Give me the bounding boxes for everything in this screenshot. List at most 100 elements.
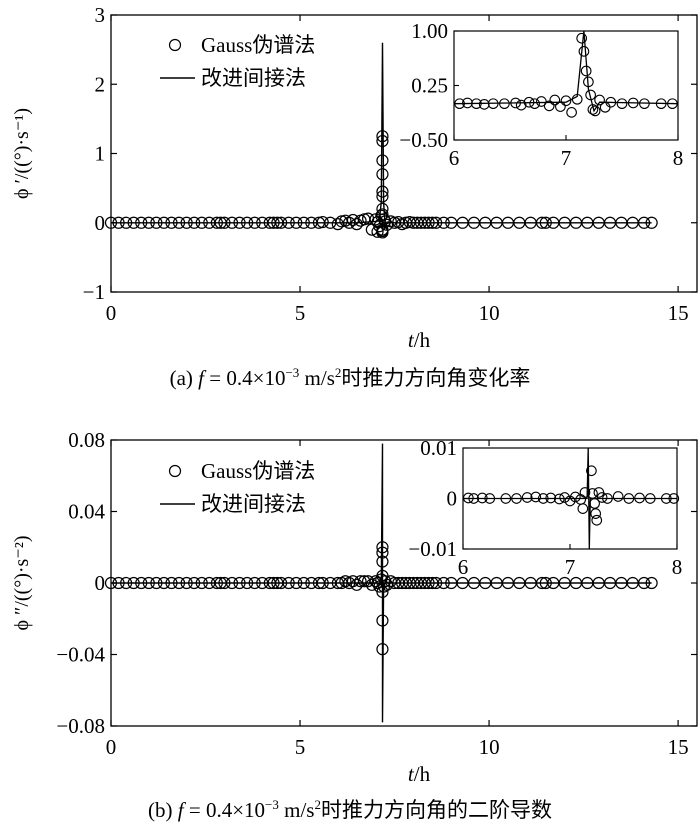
- inset-data-point: [555, 101, 566, 112]
- inset-data-point: [577, 503, 589, 514]
- inset-chart: 6 7 8 −0.50 0.25 1.00: [399, 19, 683, 170]
- data-point-gauss: [376, 569, 389, 582]
- inset-data-point: [616, 98, 628, 110]
- y-tick-label: 2: [95, 72, 106, 96]
- inset-data-point: [564, 495, 576, 507]
- inset-data-point: [476, 492, 488, 504]
- data-point-gauss: [437, 576, 450, 590]
- inset-data-point: [462, 97, 473, 109]
- y-tick-label: 0: [95, 211, 106, 235]
- chart-panel-b: 0 5 10 15 −0.08 −0.04 0 0.04 0.08 t/h ϕ ″/((°)·s⁻²…: [11, 428, 698, 786]
- inset-data-point: [454, 98, 465, 110]
- x-axis-var: t: [408, 762, 415, 786]
- inset-data-point: [499, 98, 510, 110]
- inset-data-point: [487, 98, 499, 110]
- inset-y-tick-label: 0.25: [411, 74, 448, 98]
- inset-data-point: [571, 93, 583, 105]
- data-point-gauss: [297, 576, 310, 590]
- data-point-gauss: [120, 216, 133, 229]
- y-axis-label: ϕ ″/((°)·s⁻²): [11, 535, 33, 630]
- inset-data-point: [583, 76, 594, 88]
- y-tick-label: −0.08: [56, 714, 105, 738]
- inset-chart: 6 7 8 −0.01 0 0.01: [408, 436, 682, 579]
- data-point-gauss: [275, 216, 288, 229]
- inset-x-tick-label: 8: [672, 555, 683, 579]
- inset-data-point: [605, 96, 617, 108]
- inset-data-point: [602, 493, 613, 504]
- data-point-gauss: [376, 154, 389, 167]
- data-point-gauss: [112, 576, 125, 590]
- data-point-gauss: [376, 546, 389, 559]
- x-tick-label: 15: [668, 735, 689, 759]
- legend-label-improved: 改进间接法: [201, 66, 306, 90]
- data-point-gauss: [376, 190, 389, 203]
- inset-data-point: [578, 45, 590, 57]
- data-point-gauss: [127, 216, 140, 229]
- inset-data-point: [471, 98, 482, 110]
- caption-b: (b) f = 0.4×10−3 m/s2时推力方向角的二阶导数: [148, 797, 552, 822]
- inset-x-tick-label: 7: [565, 555, 576, 579]
- inset-frame: [453, 30, 679, 141]
- caption-a: (a) f = 0.4×10−3 m/s2时推力方向角变化率: [169, 365, 531, 390]
- x-tick-label: 10: [479, 301, 500, 325]
- y-tick-label: −0.04: [56, 643, 105, 667]
- inset-data-point: [529, 98, 540, 110]
- inset-data-point: [655, 98, 667, 110]
- inset-data-point: [537, 493, 549, 504]
- data-point-gauss: [354, 575, 367, 588]
- y-tick-label: −1: [83, 280, 105, 304]
- data-point-gauss: [233, 216, 246, 229]
- data-point-gauss: [188, 576, 201, 590]
- data-point-gauss: [157, 216, 171, 229]
- data-point-gauss: [241, 216, 254, 229]
- inset-data-point: [553, 493, 565, 505]
- data-point-gauss: [165, 216, 178, 229]
- inset-data-point: [566, 107, 577, 118]
- inset-data-point: [484, 493, 496, 504]
- data-point-gauss: [165, 576, 178, 590]
- data-point-gauss: [376, 168, 389, 181]
- inset-data-point: [530, 491, 542, 503]
- data-point-gauss: [135, 576, 148, 590]
- data-point-gauss: [172, 576, 186, 590]
- inset-data-point: [585, 89, 596, 101]
- inset-y-tick-label: 0.01: [420, 436, 457, 460]
- inset-y-tick-label: −0.01: [408, 537, 457, 561]
- inset-data-point: [590, 508, 602, 520]
- data-point-gauss: [376, 643, 389, 656]
- y-tick-label: 0: [95, 571, 106, 595]
- data-point-gauss: [365, 578, 378, 591]
- data-point-gauss: [188, 216, 201, 229]
- inset-data-point: [623, 493, 635, 504]
- data-point-gauss: [180, 216, 193, 229]
- data-point-gauss: [225, 576, 239, 590]
- inset-data-point: [515, 99, 527, 111]
- inset-series-line: [453, 30, 679, 113]
- data-point-gauss: [218, 576, 231, 590]
- data-point-gauss: [343, 216, 356, 229]
- data-point-gauss: [120, 576, 133, 590]
- inset-data-point: [668, 493, 680, 504]
- data-point-gauss: [282, 576, 295, 590]
- y-tick-label: 0.04: [68, 500, 105, 524]
- y-tick-label: 3: [95, 3, 106, 27]
- inset-data-point: [559, 492, 571, 503]
- data-point-gauss: [376, 208, 389, 221]
- data-point-gauss: [645, 216, 658, 229]
- inset-data-point: [560, 95, 572, 107]
- data-point-gauss: [282, 216, 295, 229]
- inset-x-tick-label: 6: [458, 555, 469, 579]
- data-point-gauss: [127, 576, 140, 590]
- data-point-gauss: [316, 215, 329, 229]
- inset-x-tick-label: 8: [673, 146, 684, 170]
- inset-data-point: [660, 493, 672, 504]
- x-tick-label: 5: [295, 301, 306, 325]
- y-axis-label: ϕ ′/((°)·s⁻¹): [11, 108, 33, 199]
- inset-data-point: [511, 493, 522, 504]
- data-point-gauss: [195, 216, 208, 229]
- data-point-gauss: [150, 576, 163, 590]
- inset-data-point: [589, 105, 601, 117]
- inset-y-tick-label: −0.50: [399, 128, 448, 152]
- inset-data-point: [549, 94, 561, 106]
